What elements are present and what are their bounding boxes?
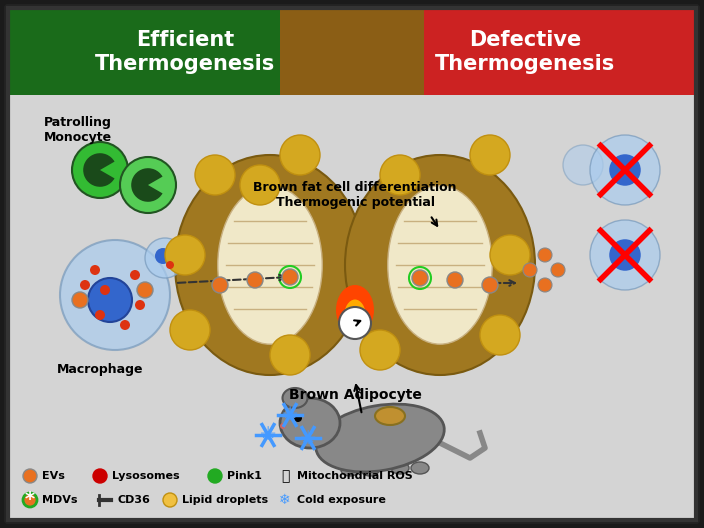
Circle shape <box>72 142 128 198</box>
Circle shape <box>163 493 177 507</box>
Ellipse shape <box>280 398 340 448</box>
Text: ✳: ✳ <box>282 406 298 425</box>
Circle shape <box>212 277 228 293</box>
Ellipse shape <box>341 464 359 476</box>
Circle shape <box>23 469 37 483</box>
Circle shape <box>72 292 88 308</box>
Circle shape <box>538 248 552 262</box>
Circle shape <box>490 235 530 275</box>
Circle shape <box>563 145 603 185</box>
Text: Lysosomes: Lysosomes <box>112 471 180 481</box>
Circle shape <box>609 239 641 271</box>
Text: Cold exposure: Cold exposure <box>297 495 386 505</box>
Text: Brown Adipocyte: Brown Adipocyte <box>289 388 422 402</box>
Circle shape <box>137 282 153 298</box>
Ellipse shape <box>361 464 379 476</box>
Text: Macrophage: Macrophage <box>57 363 143 376</box>
Ellipse shape <box>375 407 405 425</box>
Circle shape <box>130 270 140 280</box>
Circle shape <box>166 261 174 269</box>
Circle shape <box>412 270 428 286</box>
Ellipse shape <box>336 285 374 335</box>
Ellipse shape <box>344 299 366 335</box>
Circle shape <box>208 469 222 483</box>
Circle shape <box>280 423 286 429</box>
Circle shape <box>590 220 660 290</box>
Text: ✳: ✳ <box>260 426 276 445</box>
Circle shape <box>551 263 565 277</box>
Ellipse shape <box>175 155 365 375</box>
Circle shape <box>60 240 170 350</box>
Polygon shape <box>280 8 424 95</box>
Circle shape <box>609 154 641 186</box>
Text: 🔥: 🔥 <box>281 469 289 483</box>
Circle shape <box>23 493 37 507</box>
Ellipse shape <box>345 155 535 375</box>
Text: ❄: ❄ <box>279 493 291 507</box>
Circle shape <box>88 278 132 322</box>
Circle shape <box>195 155 235 195</box>
Circle shape <box>270 335 310 375</box>
Ellipse shape <box>388 186 492 344</box>
Wedge shape <box>131 168 163 202</box>
Text: MDVs: MDVs <box>42 495 77 505</box>
Circle shape <box>155 248 171 264</box>
Ellipse shape <box>315 404 444 472</box>
Wedge shape <box>83 153 115 187</box>
Text: EVs: EVs <box>42 471 65 481</box>
Circle shape <box>480 315 520 355</box>
Circle shape <box>240 165 280 205</box>
Text: Brown fat cell differentiation
Thermogenic potential: Brown fat cell differentiation Thermogen… <box>253 181 457 209</box>
Text: Mitochondrial ROS: Mitochondrial ROS <box>297 471 413 481</box>
Ellipse shape <box>391 462 409 474</box>
Circle shape <box>294 414 302 422</box>
Ellipse shape <box>282 388 308 408</box>
Ellipse shape <box>218 186 322 344</box>
Circle shape <box>447 272 463 288</box>
Text: Patrolling
Monocyte: Patrolling Monocyte <box>44 116 112 144</box>
Circle shape <box>280 135 320 175</box>
Circle shape <box>90 265 100 275</box>
Circle shape <box>120 320 130 330</box>
Text: Lipid droplets: Lipid droplets <box>182 495 268 505</box>
Text: Pink1: Pink1 <box>227 471 262 481</box>
Circle shape <box>590 135 660 205</box>
Ellipse shape <box>411 462 429 474</box>
Text: Efficient
Thermogenesis: Efficient Thermogenesis <box>95 31 275 73</box>
Circle shape <box>80 280 90 290</box>
Circle shape <box>100 285 110 295</box>
Circle shape <box>482 277 498 293</box>
Circle shape <box>165 235 205 275</box>
Circle shape <box>95 310 105 320</box>
Circle shape <box>538 278 552 292</box>
Text: ✳: ✳ <box>300 429 316 448</box>
Text: CD36: CD36 <box>117 495 150 505</box>
Circle shape <box>120 157 176 213</box>
Circle shape <box>339 307 371 339</box>
Circle shape <box>145 238 185 278</box>
Circle shape <box>380 155 420 195</box>
Polygon shape <box>8 8 354 95</box>
Circle shape <box>282 269 298 285</box>
FancyBboxPatch shape <box>6 6 698 522</box>
Circle shape <box>247 272 263 288</box>
Circle shape <box>135 300 145 310</box>
Polygon shape <box>354 8 696 95</box>
Circle shape <box>360 330 400 370</box>
Text: *: * <box>25 491 35 510</box>
Circle shape <box>170 310 210 350</box>
Text: Defective
Thermogenesis: Defective Thermogenesis <box>435 31 615 73</box>
Circle shape <box>470 135 510 175</box>
Circle shape <box>523 263 537 277</box>
Circle shape <box>93 469 107 483</box>
